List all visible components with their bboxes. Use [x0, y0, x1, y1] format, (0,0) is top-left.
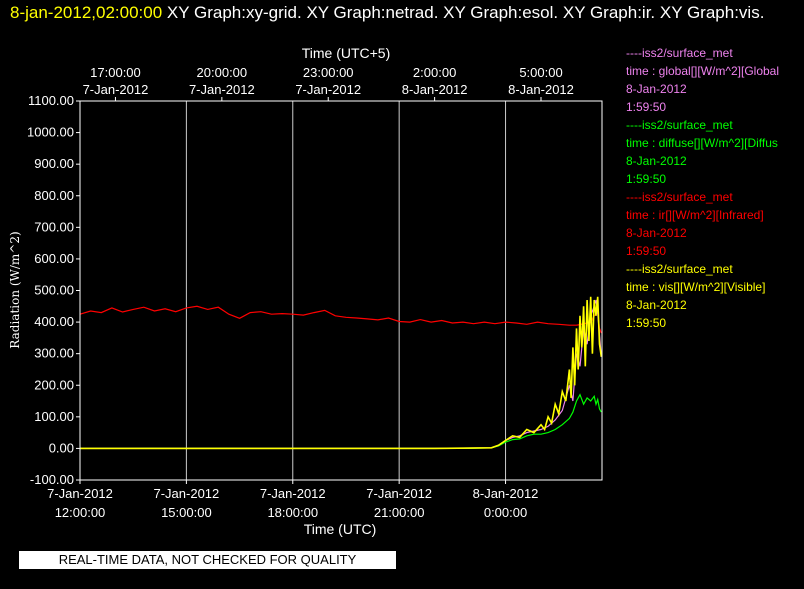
legend-date: 8-Jan-2012	[626, 298, 687, 312]
top-tick-time-label: 2:00:00	[413, 65, 456, 80]
x-tick-time-label: 18:00:00	[267, 505, 318, 520]
y-tick-label: 900.00	[34, 156, 74, 171]
series-line-vis	[80, 296, 603, 450]
legend-variable: time : diffuse[][W/m^2][Diffus	[626, 136, 778, 150]
top-tick-time-label: 23:00:00	[303, 65, 354, 80]
series-line-global	[80, 299, 602, 449]
y-tick-label: 1000.00	[27, 125, 74, 140]
legend-time: 1:59:50	[626, 100, 667, 114]
top-tick-date-label: 7-Jan-2012	[83, 82, 149, 97]
graph-list-label: XY Graph:xy-grid. XY Graph:netrad. XY Gr…	[166, 3, 765, 22]
legend-variable: time : ir[][W/m^2][Infrared]	[626, 208, 764, 222]
top-tick-date-label: 7-Jan-2012	[189, 82, 255, 97]
x-tick-date-label: 8-Jan-2012	[473, 486, 539, 501]
legend-site: ----iss2/surface_met	[626, 190, 733, 204]
x-tick-time-label: 15:00:00	[161, 505, 212, 520]
y-tick-label: 800.00	[34, 188, 74, 203]
top-tick-date-label: 8-Jan-2012	[508, 82, 574, 97]
axis-labels: -100.00 0.00 100.00 200.00 300.00 400.00 500.0…	[8, 45, 574, 537]
x-tick-time-label: 21:00:00	[374, 505, 425, 520]
y-tick-label: 700.00	[34, 219, 74, 234]
legend-date: 8-Jan-2012	[626, 82, 687, 96]
y-tick-label: 300.00	[34, 346, 74, 361]
x-tick-date-label: 7-Jan-2012	[260, 486, 326, 501]
series-line-diffuse	[80, 393, 602, 450]
legend-time: 1:59:50	[626, 244, 667, 258]
x-axis-label: Time (UTC)	[304, 521, 377, 537]
legend-site: ----iss2/surface_met	[626, 118, 733, 132]
quality-warning-banner: REAL-TIME DATA, NOT CHECKED FOR QUALITY	[19, 551, 396, 569]
y-tick-label: -100.00	[30, 472, 74, 487]
plot-frame	[79, 100, 603, 481]
y-tick-label: 500.00	[34, 283, 74, 298]
y-tick-label: 1100.00	[28, 93, 74, 108]
top-tick-time-label: 17:00:00	[90, 65, 141, 80]
legend-variable: time : global[][W/m^2][Global	[626, 64, 780, 78]
legend-site: ----iss2/surface_met	[626, 262, 733, 276]
top-tick-time-label: 5:00:00	[519, 65, 562, 80]
top-tick-time-label: 20:00:00	[197, 65, 248, 80]
series-lines	[79, 296, 603, 450]
top-axis-label: Time (UTC+5)	[302, 45, 391, 61]
y-tick-label: 600.00	[34, 251, 74, 266]
x-tick-date-label: 7-Jan-2012	[153, 486, 219, 501]
top-tick-date-label: 8-Jan-2012	[402, 82, 468, 97]
current-time-label: 8-jan-2012,02:00:00	[10, 3, 163, 22]
x-tick-time-label: 12:00:00	[55, 505, 106, 520]
x-tick-date-label: 7-Jan-2012	[366, 486, 432, 501]
graph-title: 8-jan-2012,02:00:00 XY Graph:xy-grid. XY…	[10, 1, 800, 24]
legend-time: 1:59:50	[626, 172, 667, 186]
legend-time: 1:59:50	[626, 316, 667, 330]
series-line-ir	[79, 305, 602, 334]
x-tick-date-label: 7-Jan-2012	[47, 486, 113, 501]
legend-date: 8-Jan-2012	[626, 226, 687, 240]
grid-lines	[185, 101, 507, 480]
top-tick-date-label: 7-Jan-2012	[295, 82, 361, 97]
legend-variable: time : vis[][W/m^2][Visible]	[626, 280, 766, 294]
y-tick-label: 200.00	[34, 377, 74, 392]
x-tick-time-label: 0:00:00	[484, 505, 527, 520]
y-tick-label: 400.00	[34, 314, 74, 329]
legend-site: ----iss2/surface_met	[626, 46, 733, 60]
y-tick-label: 100.00	[34, 409, 74, 424]
y-tick-label: 0.00	[49, 440, 74, 455]
y-axis-label: Radiation (W/m^2)	[8, 231, 22, 348]
legend-date: 8-Jan-2012	[626, 154, 687, 168]
axes	[76, 97, 603, 484]
